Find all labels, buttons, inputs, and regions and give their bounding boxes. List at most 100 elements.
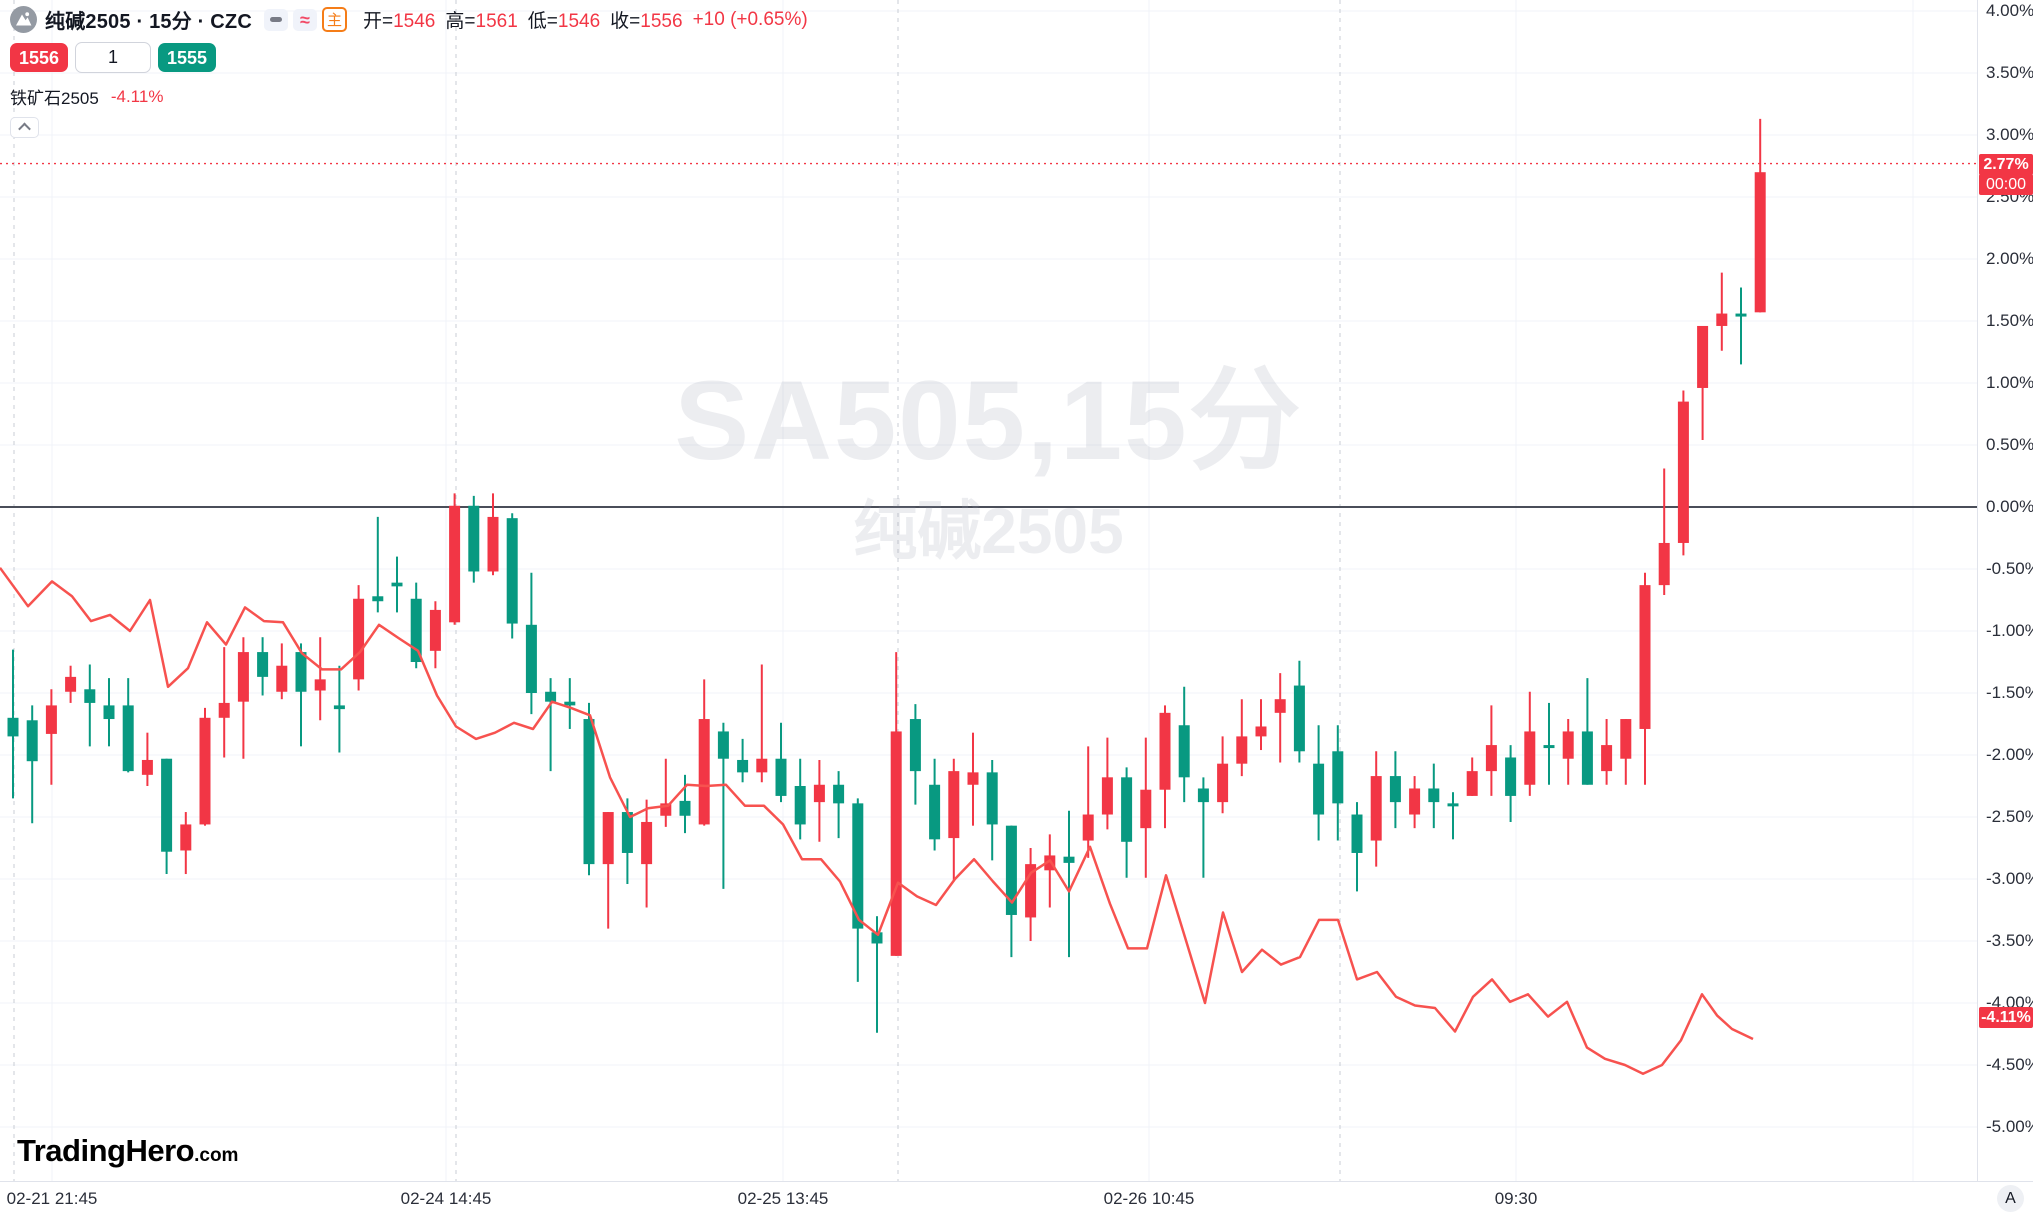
symbol-title: 纯碱2505 · 15分 · CZC bbox=[45, 11, 252, 33]
candle-body bbox=[545, 691, 557, 702]
candle bbox=[929, 758, 941, 851]
candle-body bbox=[276, 665, 288, 692]
candle-body bbox=[141, 759, 153, 775]
candle bbox=[756, 664, 768, 783]
candle bbox=[372, 516, 384, 613]
compare-change-value: -4.11% bbox=[110, 86, 164, 106]
price-axis-label: 1.50% bbox=[1986, 311, 2033, 330]
tradinghero-logo: TradingHero.com bbox=[17, 1133, 239, 1168]
price-badge: -4.11% bbox=[1979, 1006, 2033, 1028]
candle bbox=[1236, 699, 1248, 777]
candle-body bbox=[1159, 712, 1171, 790]
candle bbox=[967, 732, 979, 826]
candle bbox=[1601, 719, 1613, 785]
price-axis-label: 3.50% bbox=[1986, 63, 2033, 82]
time-axis[interactable]: A 02-21 21:45 02-24 14:45 02-25 13:45 02-26… bbox=[0, 1181, 2033, 1215]
candle-body bbox=[1082, 814, 1094, 841]
candle bbox=[449, 493, 461, 625]
compare-line bbox=[0, 567, 1754, 1075]
candle bbox=[218, 647, 230, 758]
candle bbox=[852, 798, 864, 982]
candle-body bbox=[1447, 803, 1459, 807]
candle-body bbox=[468, 505, 480, 572]
candle-body bbox=[794, 786, 806, 825]
price-axis-label: -3.50% bbox=[1986, 931, 2033, 950]
candle-body bbox=[1005, 825, 1017, 915]
candle bbox=[1025, 848, 1037, 941]
collapse-legend-button[interactable] bbox=[10, 117, 39, 138]
candle-body bbox=[890, 731, 902, 956]
ohlc-value: 1561 bbox=[475, 11, 518, 32]
candle bbox=[1274, 673, 1286, 763]
candle-body bbox=[45, 705, 57, 734]
candle bbox=[1197, 777, 1209, 878]
sell-price-button[interactable]: 1556 bbox=[10, 43, 68, 72]
approx-value-icon[interactable]: ≈ bbox=[293, 8, 317, 31]
price-axis[interactable]: 4.00% 3.50% 3.00% 2.50% 2.00% 1.50% 1.00% 0.50%… bbox=[1977, 0, 2033, 1181]
price-axis-label: 4.00% bbox=[1986, 1, 2033, 20]
price-badge: 00:00 bbox=[1979, 173, 2033, 195]
candle bbox=[1620, 719, 1632, 785]
candle-body bbox=[1274, 699, 1286, 713]
candle bbox=[161, 758, 173, 875]
candle-body bbox=[1178, 725, 1190, 778]
candle-body bbox=[372, 596, 384, 602]
candle bbox=[813, 759, 825, 842]
candle bbox=[1485, 705, 1497, 796]
candle bbox=[890, 652, 902, 956]
candle-body bbox=[986, 772, 998, 825]
candle bbox=[276, 643, 288, 700]
candle bbox=[1255, 699, 1267, 751]
candle bbox=[1735, 287, 1747, 365]
candle-body bbox=[1524, 731, 1536, 785]
candle bbox=[1293, 660, 1305, 763]
candlestick-chart[interactable] bbox=[0, 0, 1977, 1181]
candle-body bbox=[1197, 788, 1209, 803]
hide-indicator-icon[interactable] bbox=[264, 8, 288, 31]
symbol-logo-icon bbox=[10, 6, 37, 33]
candle-body bbox=[660, 803, 672, 816]
candle-body bbox=[26, 720, 38, 762]
candle-body bbox=[929, 784, 941, 840]
candle-body bbox=[775, 758, 787, 796]
candle-body bbox=[1562, 731, 1574, 759]
candle bbox=[1581, 678, 1593, 785]
candle-body bbox=[353, 598, 365, 680]
chart-canvas[interactable]: SA505,15分 纯碱2505 纯碱2505 · 15分 · CZC ≈ 主 … bbox=[0, 0, 1977, 1181]
ohlc-label: 收= bbox=[610, 11, 641, 32]
buy-price-button[interactable]: 1555 bbox=[158, 43, 216, 72]
candle bbox=[1351, 802, 1363, 892]
candle bbox=[1505, 745, 1517, 822]
legend: 纯碱2505 · 15分 · CZC ≈ 主 开=1546 高=1561 低=154… bbox=[10, 5, 808, 138]
candle bbox=[45, 689, 57, 785]
candle-body bbox=[1620, 719, 1632, 759]
candle-body bbox=[909, 719, 921, 772]
candle bbox=[775, 722, 787, 803]
candle bbox=[1697, 325, 1709, 441]
candle-body bbox=[1409, 788, 1421, 815]
candle-body bbox=[1370, 776, 1382, 841]
candle-body bbox=[871, 932, 883, 944]
candle-body bbox=[1466, 771, 1478, 796]
candle bbox=[487, 493, 499, 576]
candle bbox=[545, 678, 557, 772]
main-contract-icon[interactable]: 主 bbox=[322, 7, 347, 32]
candle-body bbox=[1428, 788, 1440, 803]
candle-body bbox=[948, 771, 960, 839]
candle bbox=[1409, 776, 1421, 829]
ohlc-label: 开= bbox=[363, 11, 394, 32]
candle-body bbox=[1293, 685, 1305, 752]
candle-body bbox=[84, 689, 96, 703]
candle-body bbox=[852, 803, 864, 929]
candle bbox=[1005, 825, 1017, 958]
ohlc-label: 高= bbox=[445, 11, 476, 32]
auto-scale-button[interactable]: A bbox=[1997, 1185, 2024, 1212]
candle-body bbox=[1697, 325, 1709, 388]
candle bbox=[1428, 763, 1440, 829]
candle bbox=[698, 679, 710, 826]
candle-body bbox=[103, 705, 115, 720]
quantity-input[interactable] bbox=[75, 42, 151, 73]
price-axis-label: 1.00% bbox=[1986, 373, 2033, 392]
candle bbox=[26, 705, 38, 824]
ohlc-value: 1556 bbox=[640, 11, 683, 32]
